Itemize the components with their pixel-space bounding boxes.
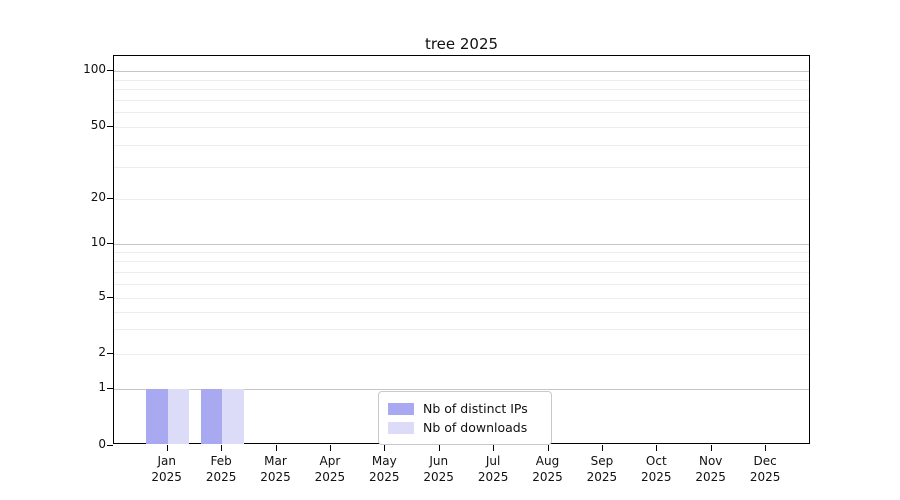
x-tick-label-aug: Aug 2025 [518, 453, 578, 485]
x-tick-label-mar: Mar 2025 [246, 453, 306, 485]
month-label: Feb [210, 453, 232, 468]
y-tick-label-5: 5 [98, 289, 106, 303]
x-tick-mark [438, 444, 440, 451]
month-label: Jul [485, 453, 501, 468]
gridline-4 [114, 311, 809, 313]
legend-entry: Nb of distinct IPs [388, 399, 541, 418]
year-label: 2025 [749, 469, 781, 484]
gridline-1 [114, 389, 809, 390]
year-label: 2025 [695, 469, 726, 484]
gridline-10 [114, 244, 809, 245]
x-tick-mark [275, 444, 277, 451]
y-tick-mark [107, 444, 113, 446]
legend-swatch-downloads [388, 421, 414, 434]
gridline-70 [114, 99, 809, 101]
month-label: Mar [264, 453, 287, 468]
x-tick-mark [547, 444, 549, 451]
x-tick-mark [710, 444, 712, 451]
year-label: 2025 [641, 469, 672, 484]
y-tick-mark [107, 297, 113, 299]
month-label: Sep [590, 453, 614, 468]
plot-area [113, 55, 810, 445]
y-tick-mark [107, 126, 113, 128]
x-tick-label-jul: Jul 2025 [463, 453, 523, 485]
gridline-9 [114, 252, 809, 254]
y-tick-label-0: 0 [98, 436, 106, 451]
gridline-7 [114, 271, 809, 273]
x-tick-label-jun: Jun 2025 [409, 453, 469, 485]
month-label: Dec [753, 453, 777, 468]
gridline-2 [114, 354, 809, 355]
x-tick-mark [601, 444, 604, 451]
x-tick-label-sep: Sep 2025 [572, 453, 632, 485]
bar-feb-downloads [222, 389, 244, 445]
y-tick-label-1: 1 [98, 380, 106, 394]
x-tick-mark [166, 444, 168, 451]
gridline-30 [114, 167, 809, 169]
y-tick-mark [107, 388, 113, 390]
x-tick-label-may: May 2025 [354, 453, 414, 485]
bar-jan-downloads [167, 389, 190, 445]
x-tick-mark [656, 444, 658, 451]
bar-jan-ips [146, 389, 168, 445]
gridline-40 [114, 144, 809, 146]
x-tick-mark [221, 444, 223, 451]
chart-title: tree 2025 [424, 35, 499, 53]
gridline-60 [114, 112, 809, 114]
bar-feb-ips [200, 389, 223, 445]
gridline-100 [114, 71, 809, 72]
gridline-50 [114, 127, 809, 128]
y-tick-label-2: 2 [98, 345, 106, 359]
year-label: 2025 [260, 469, 291, 484]
x-tick-mark [384, 444, 386, 451]
gridline-3 [114, 329, 809, 331]
legend-entry: Nb of downloads [388, 418, 541, 437]
legend-label: Nb of distinct IPs [423, 401, 528, 416]
year-label: 2025 [423, 469, 454, 484]
x-tick-label-feb: Feb 2025 [191, 453, 251, 485]
month-label: Oct [645, 453, 667, 468]
x-tick-mark [329, 444, 332, 451]
x-tick-label-oct: Oct 2025 [626, 453, 686, 485]
gridline-20 [114, 199, 809, 200]
gridline-5 [114, 298, 809, 299]
gridline-8 [114, 261, 809, 263]
year-label: 2025 [477, 469, 509, 484]
x-tick-label-jan: Jan 2025 [137, 453, 197, 485]
gridline-90 [114, 79, 809, 81]
month-label: May [371, 453, 397, 468]
y-tick-label-10: 10 [90, 235, 106, 249]
year-label: 2025 [151, 469, 182, 484]
y-tick-mark [107, 198, 113, 200]
gridline-6 [114, 283, 809, 285]
month-label: Jan [157, 453, 176, 468]
y-tick-label-100: 100 [83, 62, 106, 76]
y-tick-mark [107, 243, 113, 245]
month-label: Jun [429, 453, 449, 468]
x-tick-label-nov: Nov 2025 [681, 453, 741, 485]
year-label: 2025 [369, 469, 400, 484]
y-tick-mark [107, 70, 113, 72]
x-tick-mark [765, 444, 767, 451]
y-tick-label-50: 50 [90, 118, 106, 132]
y-tick-mark [107, 353, 113, 355]
month-label: Apr [319, 453, 341, 468]
x-tick-label-dec: Dec 2025 [735, 453, 795, 485]
year-label: 2025 [586, 469, 618, 484]
month-label: Aug [535, 453, 560, 468]
legend-swatch-distinct-ips [388, 402, 414, 415]
month-label: Nov [698, 453, 723, 468]
year-label: 2025 [314, 469, 346, 484]
y-tick-label-20: 20 [90, 190, 106, 204]
legend-label: Nb of downloads [423, 420, 528, 435]
x-tick-mark [493, 444, 495, 451]
gridline-80 [114, 89, 809, 91]
legend: Nb of distinct IPs Nb of downloads [378, 391, 552, 445]
year-label: 2025 [532, 469, 563, 484]
x-tick-label-apr: Apr 2025 [300, 453, 360, 485]
year-label: 2025 [205, 469, 237, 484]
